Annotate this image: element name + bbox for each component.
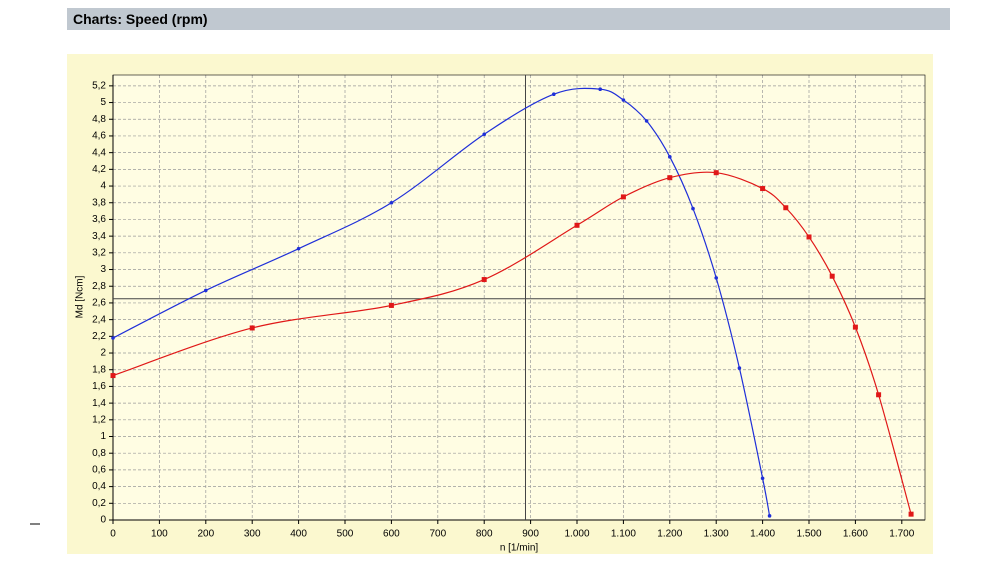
point	[598, 87, 602, 91]
plot-area	[113, 75, 925, 520]
y-tick-label: 0	[100, 515, 106, 526]
x-tick-label: 0	[110, 529, 116, 540]
x-tick-label: 200	[197, 529, 214, 540]
y-tick-label: 0,2	[92, 498, 106, 509]
y-tick-label: 2	[100, 348, 106, 359]
y-tick-label: 4,6	[92, 131, 106, 142]
y-tick-label: 0,8	[92, 448, 106, 459]
y-tick-label: 5,2	[92, 80, 106, 91]
y-tick-label: 4,2	[92, 164, 106, 175]
y-tick-label: 1,4	[92, 398, 106, 409]
x-tick-label: 1.100	[611, 529, 636, 540]
header-bar: Charts: Speed (rpm)	[67, 8, 950, 30]
y-tick-label: 2,4	[92, 314, 106, 325]
y-tick-label: 3,8	[92, 197, 106, 208]
x-tick-label: 1.700	[889, 529, 914, 540]
header-title: Charts: Speed (rpm)	[73, 11, 208, 27]
point	[876, 392, 882, 398]
x-tick-label: 1.000	[564, 529, 589, 540]
x-tick-label: 400	[290, 529, 307, 540]
x-axis-label: n [1/min]	[500, 543, 539, 554]
y-tick-label: 3,6	[92, 214, 106, 225]
point	[714, 276, 718, 280]
point	[908, 511, 914, 517]
point	[388, 302, 394, 308]
y-tick-label: 4,4	[92, 147, 106, 158]
point	[760, 476, 765, 481]
point	[829, 273, 835, 279]
point	[713, 170, 719, 176]
x-tick-label: 900	[522, 529, 539, 540]
point	[296, 246, 301, 251]
point	[783, 205, 789, 211]
point	[620, 194, 626, 200]
point	[482, 132, 487, 137]
point	[481, 277, 487, 283]
point	[760, 186, 766, 192]
point	[767, 514, 772, 518]
y-tick-label: 4,8	[92, 114, 106, 125]
y-tick-label: 0,6	[92, 465, 106, 476]
x-tick-label: 1.300	[704, 529, 729, 540]
y-tick-label: 4	[100, 181, 106, 192]
y-tick-label: 3,2	[92, 247, 106, 258]
y-tick-label: 5	[100, 97, 106, 108]
x-tick-label: 800	[476, 529, 493, 540]
y-tick-label: 0,4	[92, 481, 106, 492]
x-tick-label: 1.600	[843, 529, 868, 540]
x-tick-label: 300	[244, 529, 261, 540]
y-tick-label: 3	[100, 264, 106, 275]
x-tick-label: 100	[151, 529, 168, 540]
y-tick-label: 2,8	[92, 281, 106, 292]
y-tick-label: 2,6	[92, 298, 106, 309]
x-tick-label: 1.400	[750, 529, 775, 540]
y-axis-label: Md [Ncm]	[75, 275, 86, 318]
point	[737, 366, 742, 370]
y-tick-label: 1,8	[92, 364, 106, 375]
point	[806, 234, 812, 240]
x-tick-label: 700	[429, 529, 446, 540]
x-tick-label: 500	[337, 529, 354, 540]
point	[574, 222, 580, 228]
point	[389, 200, 394, 205]
y-tick-label: 2,2	[92, 331, 106, 342]
point	[552, 92, 556, 97]
point	[249, 325, 255, 331]
point	[852, 324, 858, 330]
x-tick-label: 1.500	[796, 529, 821, 540]
y-tick-label: 3,4	[92, 231, 106, 242]
y-tick-label: 1,2	[92, 414, 106, 425]
series-line	[112, 171, 912, 515]
x-tick-label: 1.200	[657, 529, 682, 540]
point	[668, 155, 672, 159]
y-tick-label: 1,6	[92, 381, 106, 392]
point	[111, 336, 115, 340]
point	[667, 175, 673, 181]
x-tick-label: 600	[383, 529, 400, 540]
point	[621, 98, 626, 102]
point	[204, 288, 208, 293]
point	[644, 119, 649, 123]
point	[691, 206, 695, 211]
y-tick-label: 1	[100, 431, 106, 442]
point	[110, 373, 116, 379]
